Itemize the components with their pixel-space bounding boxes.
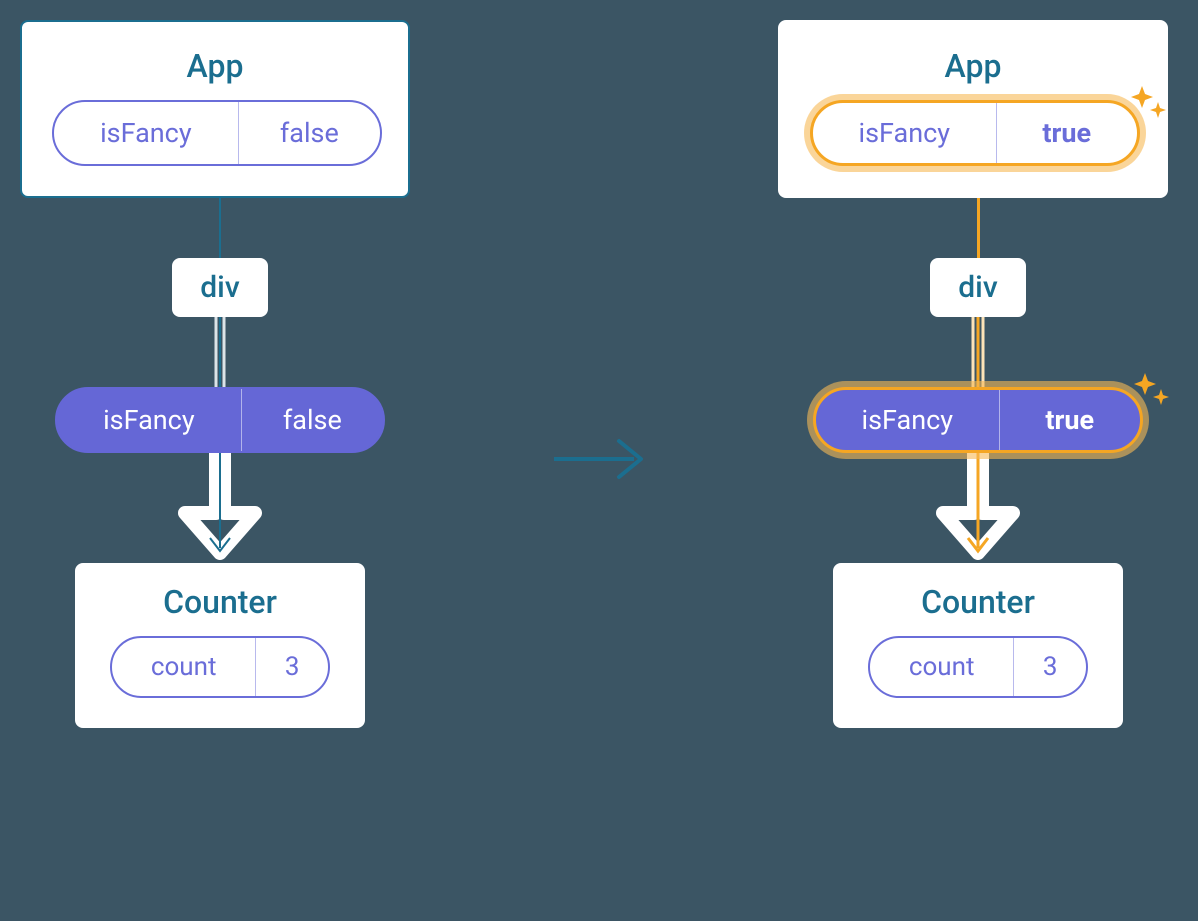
app-title: App (810, 47, 1136, 85)
app-title: App (52, 47, 378, 85)
connector-line (219, 198, 221, 258)
counter-state-key: count (112, 638, 256, 696)
prop-key: isFancy (57, 389, 242, 451)
counter-node: Counter count 3 (75, 563, 365, 728)
div-label: div (958, 270, 997, 305)
connector-double-line (20, 317, 420, 387)
app-state-pill-highlighted: isFancy true (810, 100, 1140, 166)
div-node: div (172, 258, 267, 317)
state-key: isFancy (813, 103, 997, 163)
counter-state-value: 3 (256, 638, 328, 696)
tree-before: App isFancy false div isFancy false Coun… (20, 20, 420, 728)
prop-key: isFancy (816, 390, 1000, 450)
counter-title: Counter (863, 583, 1093, 621)
prop-value: false (242, 389, 383, 451)
connector-arrow-down-highlighted (778, 453, 1178, 563)
connector-arrow-down (20, 453, 420, 563)
app-node: App isFancy false (20, 20, 410, 198)
connector-double-line-highlighted (778, 317, 1178, 387)
tree-after: App isFancy true div isFancy true (778, 20, 1178, 728)
transition-arrow-icon (549, 429, 649, 493)
counter-state-pill: count 3 (868, 636, 1088, 698)
prop-pill-highlighted: isFancy true (813, 387, 1143, 453)
div-label: div (200, 270, 239, 305)
connector-line-highlighted (977, 198, 980, 258)
state-key: isFancy (54, 102, 239, 164)
counter-title: Counter (105, 583, 335, 621)
state-value: true (997, 103, 1137, 163)
counter-state-pill: count 3 (110, 636, 330, 698)
app-node: App isFancy true (778, 20, 1168, 198)
app-state-pill: isFancy false (52, 100, 382, 166)
sparkle-icon (1128, 82, 1172, 126)
prop-pill: isFancy false (55, 387, 385, 453)
state-value: false (239, 102, 380, 164)
sparkle-icon (1131, 369, 1175, 413)
counter-state-key: count (870, 638, 1014, 696)
counter-state-value: 3 (1014, 638, 1086, 696)
div-node: div (930, 258, 1025, 317)
counter-node: Counter count 3 (833, 563, 1123, 728)
prop-value: true (1000, 390, 1140, 450)
